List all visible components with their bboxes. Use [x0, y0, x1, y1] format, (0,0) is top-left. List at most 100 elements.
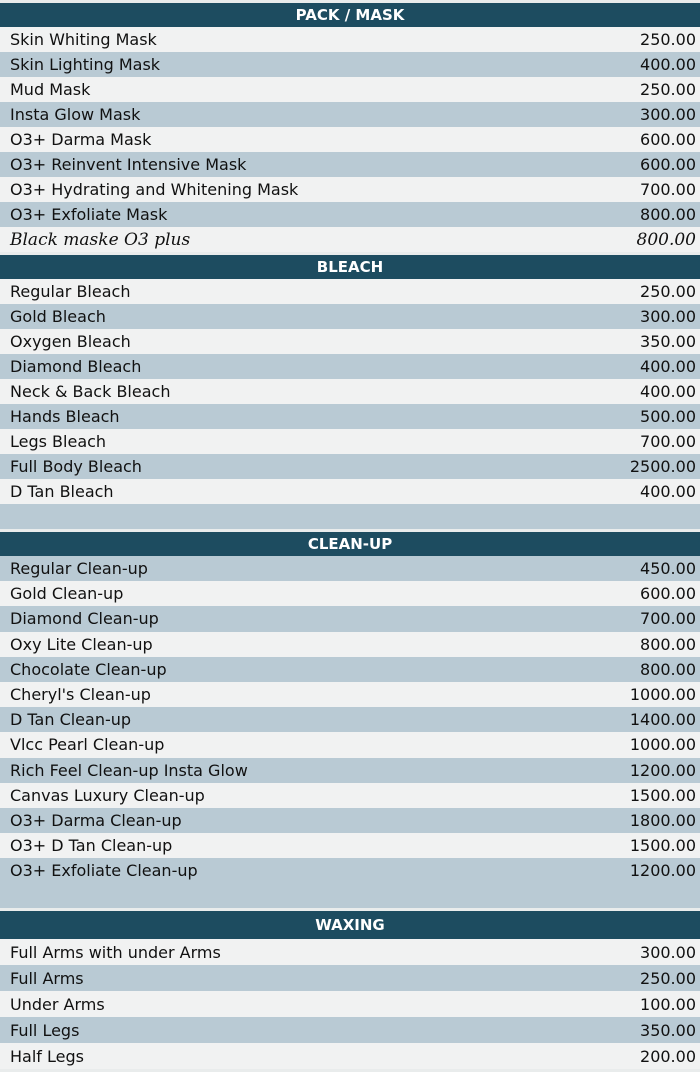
- item-name: Oxygen Bleach: [10, 332, 131, 351]
- item-price: 450.00: [640, 559, 696, 579]
- item-name: Canvas Luxury Clean-up: [10, 785, 205, 805]
- item-price: 400.00: [640, 357, 696, 376]
- item-price: 250.00: [640, 80, 696, 99]
- menu-row: Mud Mask 250.00: [0, 77, 700, 102]
- menu-row: Skin Whiting Mask 250.00: [0, 27, 700, 52]
- item-price: 700.00: [640, 180, 696, 199]
- item-price: 700.00: [640, 432, 696, 451]
- item-price: 400.00: [640, 55, 696, 74]
- menu-row: Vlcc Pearl Clean-up 1000.00: [0, 732, 700, 758]
- item-name: Full Legs: [10, 1020, 80, 1040]
- menu-row: Canvas Luxury Clean-up 1500.00: [0, 782, 700, 808]
- item-name: Full Body Bleach: [10, 457, 142, 476]
- menu-row: Legs Bleach 700.00: [0, 429, 700, 454]
- item-price: 1000.00: [629, 685, 696, 705]
- menu-row: Cheryl's Clean-up 1000.00: [0, 681, 700, 708]
- menu-row: Hands Bleach 500.00: [0, 404, 700, 429]
- menu-row: O3+ Darma Clean-up 1800.00: [0, 807, 700, 834]
- item-price: 800.00: [636, 229, 696, 250]
- menu-row: Skin Lighting Mask 400.00: [0, 52, 700, 77]
- item-price: 1200.00: [629, 861, 696, 881]
- section-clean-up: CLEAN-UP Regular Clean-up 450.00 Gold Clean…: [0, 532, 700, 912]
- item-name: Chocolate Clean-up: [10, 659, 167, 679]
- menu-row: O3+ Exfoliate Clean-up 1200.00: [0, 858, 700, 884]
- menu-row: D Tan Clean-up 1400.00: [0, 707, 700, 733]
- menu-row: Under Arms 100.00: [0, 991, 700, 1018]
- item-price: 1500.00: [629, 785, 696, 805]
- section-waxing: WAXING Full Arms with under Arms 300.00 Ful…: [0, 911, 700, 1072]
- menu-row: Insta Glow Mask 300.00: [0, 102, 700, 127]
- section-pack-mask: PACK / MASK Skin Whiting Mask 250.00 Skin L…: [0, 3, 700, 255]
- item-name: Vlcc Pearl Clean-up: [10, 735, 165, 755]
- section-header: PACK / MASK: [0, 3, 700, 27]
- item-price: 250.00: [640, 282, 696, 301]
- item-price: 350.00: [640, 1020, 696, 1040]
- blank-row: [0, 504, 700, 529]
- menu-row: Full Body Bleach 2500.00: [0, 454, 700, 479]
- divider: [0, 908, 700, 912]
- item-name: Full Arms: [10, 968, 84, 988]
- item-price: 250.00: [640, 968, 696, 988]
- menu-row: O3+ Hydrating and Whitening Mask 700.00: [0, 177, 700, 202]
- item-name: Legs Bleach: [10, 432, 107, 451]
- item-price: 1800.00: [629, 810, 696, 830]
- item-price: 100.00: [640, 994, 696, 1014]
- item-name: Rich Feel Clean-up Insta Glow: [10, 760, 248, 780]
- item-price: 250.00: [640, 30, 696, 49]
- item-name: Regular Bleach: [10, 282, 131, 301]
- item-price: 600.00: [640, 155, 696, 174]
- item-name: Regular Clean-up: [10, 559, 148, 579]
- menu-row: Full Legs 350.00: [0, 1017, 700, 1044]
- section-header: WAXING: [0, 911, 700, 940]
- item-price: 600.00: [640, 584, 696, 604]
- divider: [0, 252, 700, 255]
- item-name: Gold Bleach: [10, 307, 106, 326]
- item-price: 800.00: [640, 205, 696, 224]
- item-name: Full Arms with under Arms: [10, 942, 221, 962]
- item-name: Oxy Lite Clean-up: [10, 634, 153, 654]
- menu-row: Half Legs 200.00: [0, 1043, 700, 1070]
- item-price: 1500.00: [629, 836, 696, 856]
- item-name: Under Arms: [10, 994, 105, 1014]
- item-name: D Tan Bleach: [10, 482, 114, 501]
- item-name: O3+ Exfoliate Mask: [10, 205, 168, 224]
- item-name: Black maske O3 plus: [10, 229, 191, 250]
- item-name: Neck & Back Bleach: [10, 382, 171, 401]
- menu-row: D Tan Bleach 400.00: [0, 479, 700, 504]
- item-name: O3+ D Tan Clean-up: [10, 836, 173, 856]
- menu-row: Rich Feel Clean-up Insta Glow 1200.00: [0, 757, 700, 783]
- item-name: Gold Clean-up: [10, 584, 124, 604]
- item-price: 350.00: [640, 332, 696, 351]
- item-price: 1200.00: [629, 760, 696, 780]
- item-name: O3+ Reinvent Intensive Mask: [10, 155, 247, 174]
- item-name: O3+ Darma Mask: [10, 130, 152, 149]
- menu-row: Full Arms 250.00: [0, 965, 700, 992]
- menu-row: Chocolate Clean-up 800.00: [0, 656, 700, 682]
- menu-row: O3+ Darma Mask 600.00: [0, 127, 700, 152]
- item-name: O3+ Exfoliate Clean-up: [10, 861, 198, 881]
- item-name: Skin Whiting Mask: [10, 30, 157, 49]
- menu-row: Diamond Bleach 400.00: [0, 354, 700, 379]
- item-price: 800.00: [640, 659, 696, 679]
- item-price: 300.00: [640, 942, 696, 962]
- item-price: 200.00: [640, 1046, 696, 1066]
- menu-row: Neck & Back Bleach 400.00: [0, 379, 700, 404]
- item-price: 400.00: [640, 482, 696, 501]
- item-price: 600.00: [640, 130, 696, 149]
- item-price: 800.00: [640, 634, 696, 654]
- item-price: 700.00: [640, 609, 696, 629]
- item-name: Mud Mask: [10, 80, 91, 99]
- menu-row: Black maske O3 plus 800.00: [0, 227, 700, 252]
- menu-row: Gold Bleach 300.00: [0, 304, 700, 329]
- menu-row: Diamond Clean-up 700.00: [0, 606, 700, 632]
- blank-row: [0, 883, 700, 909]
- item-name: O3+ Darma Clean-up: [10, 810, 182, 830]
- section-header: CLEAN-UP: [0, 532, 700, 556]
- menu-row: Regular Bleach 250.00: [0, 279, 700, 304]
- menu-row: Gold Clean-up 600.00: [0, 581, 700, 607]
- section-bleach: BLEACH Regular Bleach 250.00 Gold Bleach 300…: [0, 255, 700, 532]
- item-price: 1400.00: [629, 710, 696, 730]
- menu-row: O3+ Reinvent Intensive Mask 600.00: [0, 152, 700, 177]
- item-name: Hands Bleach: [10, 407, 120, 426]
